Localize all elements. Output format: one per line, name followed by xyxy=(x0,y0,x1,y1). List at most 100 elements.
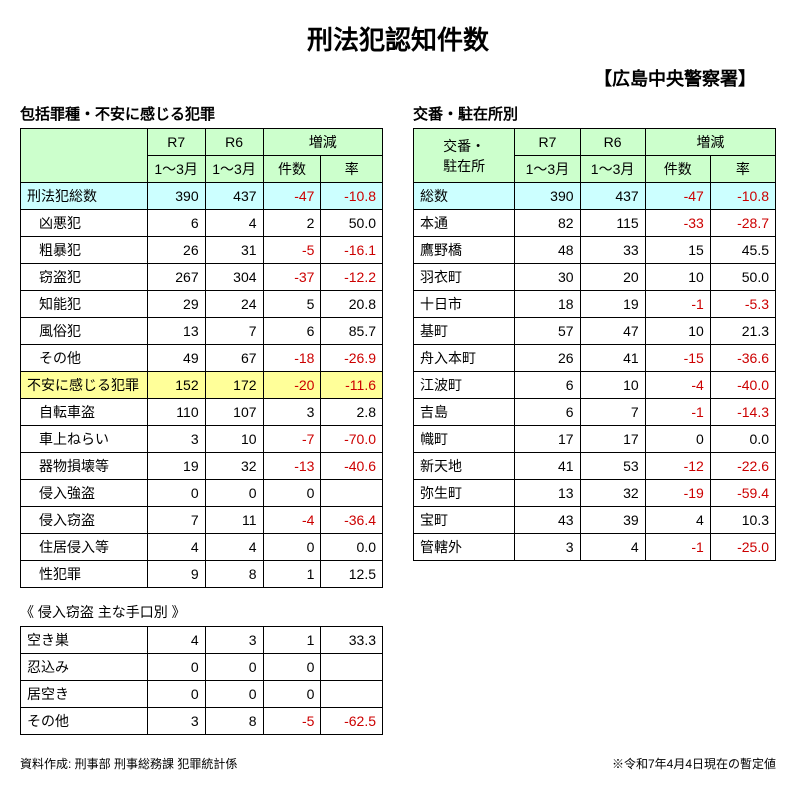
cell-r6: 19 xyxy=(580,291,645,318)
cell-r7: 3 xyxy=(147,708,205,735)
footer-left: 資料作成: 刑事部 刑事総務課 犯罪統計係 xyxy=(20,755,237,772)
row-label: 自転車盗 xyxy=(21,399,148,426)
row-label: 幟町 xyxy=(414,426,515,453)
row-label: 鷹野橋 xyxy=(414,237,515,264)
sub-table-title: 《 侵入窃盗 主な手口別 》 xyxy=(20,602,383,622)
row-label: 舟入本町 xyxy=(414,345,515,372)
cell-r6: 0 xyxy=(205,654,263,681)
col-period: 1～3月 xyxy=(205,156,263,183)
cell-r7: 0 xyxy=(147,681,205,708)
cell-rate: -59.4 xyxy=(710,480,775,507)
row-label: 車上ねらい xyxy=(21,426,148,453)
col-period: 1～3月 xyxy=(515,156,580,183)
cell-r6: 32 xyxy=(580,480,645,507)
col-diff: 増減 xyxy=(645,129,775,156)
cell-rate: 21.3 xyxy=(710,318,775,345)
cell-diff: 10 xyxy=(645,318,710,345)
cell-rate: -14.3 xyxy=(710,399,775,426)
cell-rate: -40.6 xyxy=(321,453,383,480)
table-row: 車上ねらい310-7-70.0 xyxy=(21,426,383,453)
cell-r7: 6 xyxy=(515,399,580,426)
cell-r7: 0 xyxy=(147,654,205,681)
cell-diff: -19 xyxy=(645,480,710,507)
cell-rate xyxy=(321,654,383,681)
row-label: 江波町 xyxy=(414,372,515,399)
row-label: 忍込み xyxy=(21,654,148,681)
cell-r6: 172 xyxy=(205,372,263,399)
method-table: 空き巣43133.3忍込み000居空き000その他38-5-62.5 xyxy=(20,626,383,735)
table-row: 弥生町1332-19-59.4 xyxy=(414,480,776,507)
cell-rate: 50.0 xyxy=(710,264,775,291)
cell-r7: 13 xyxy=(515,480,580,507)
cell-r6: 31 xyxy=(205,237,263,264)
cell-r6: 11 xyxy=(205,507,263,534)
cell-r7: 17 xyxy=(515,426,580,453)
left-section-title: 包括罪種・不安に感じる犯罪 xyxy=(20,103,383,124)
row-label: 本通 xyxy=(414,210,515,237)
table-row: その他4967-18-26.9 xyxy=(21,345,383,372)
cell-r6: 4 xyxy=(205,210,263,237)
cell-r6: 8 xyxy=(205,561,263,588)
row-label: 窃盗犯 xyxy=(21,264,148,291)
col-rate: 率 xyxy=(321,156,383,183)
row-label: 凶悪犯 xyxy=(21,210,148,237)
table-row: 不安に感じる犯罪152172-20-11.6 xyxy=(21,372,383,399)
cell-rate: -36.6 xyxy=(710,345,775,372)
row-label: 刑法犯総数 xyxy=(21,183,148,210)
koban-table: 交番・ 駐在所 R7 R6 増減 1～3月 1～3月 件数 率 総数390437… xyxy=(413,128,776,561)
row-label: 性犯罪 xyxy=(21,561,148,588)
cell-rate: -70.0 xyxy=(321,426,383,453)
table-row: 吉島67-1-14.3 xyxy=(414,399,776,426)
cell-rate: -10.8 xyxy=(710,183,775,210)
cell-rate: -10.8 xyxy=(321,183,383,210)
table-row: 居空き000 xyxy=(21,681,383,708)
cell-r7: 49 xyxy=(147,345,205,372)
cell-r6: 33 xyxy=(580,237,645,264)
table-row: 自転車盗11010732.8 xyxy=(21,399,383,426)
cell-r7: 82 xyxy=(515,210,580,237)
cell-rate: 85.7 xyxy=(321,318,383,345)
cell-diff: -47 xyxy=(645,183,710,210)
cell-diff: 15 xyxy=(645,237,710,264)
cell-r7: 152 xyxy=(147,372,205,399)
row-label: その他 xyxy=(21,345,148,372)
cell-r6: 107 xyxy=(205,399,263,426)
cell-diff: -5 xyxy=(263,708,321,735)
cell-diff: 4 xyxy=(645,507,710,534)
cell-r6: 8 xyxy=(205,708,263,735)
table-row: 江波町610-4-40.0 xyxy=(414,372,776,399)
cell-rate: -28.7 xyxy=(710,210,775,237)
cell-r6: 10 xyxy=(205,426,263,453)
cell-diff: -1 xyxy=(645,399,710,426)
table-row: 侵入強盗000 xyxy=(21,480,383,507)
cell-rate: 0.0 xyxy=(321,534,383,561)
cell-diff: 0 xyxy=(645,426,710,453)
table-row: 器物損壊等1932-13-40.6 xyxy=(21,453,383,480)
page-title: 刑法犯認知件数 xyxy=(20,20,776,57)
cell-diff: -4 xyxy=(263,507,321,534)
cell-r7: 7 xyxy=(147,507,205,534)
cell-r6: 7 xyxy=(580,399,645,426)
cell-diff: -15 xyxy=(645,345,710,372)
table-row: 舟入本町2641-15-36.6 xyxy=(414,345,776,372)
table-row: 幟町171700.0 xyxy=(414,426,776,453)
table-row: 本通82115-33-28.7 xyxy=(414,210,776,237)
cell-r7: 19 xyxy=(147,453,205,480)
cell-r7: 48 xyxy=(515,237,580,264)
cell-diff: -1 xyxy=(645,291,710,318)
table-row: 忍込み000 xyxy=(21,654,383,681)
cell-rate: 20.8 xyxy=(321,291,383,318)
cell-r6: 3 xyxy=(205,627,263,654)
cell-rate: -25.0 xyxy=(710,534,775,561)
cell-r7: 29 xyxy=(147,291,205,318)
cell-r7: 9 xyxy=(147,561,205,588)
footer-right: ※令和7年4月4日現在の暫定値 xyxy=(612,755,776,772)
cell-r6: 304 xyxy=(205,264,263,291)
cell-rate: -36.4 xyxy=(321,507,383,534)
table-row: 粗暴犯2631-5-16.1 xyxy=(21,237,383,264)
col-period: 1～3月 xyxy=(580,156,645,183)
row-label: 宝町 xyxy=(414,507,515,534)
cell-rate xyxy=(321,480,383,507)
cell-r7: 26 xyxy=(515,345,580,372)
cell-r6: 17 xyxy=(580,426,645,453)
